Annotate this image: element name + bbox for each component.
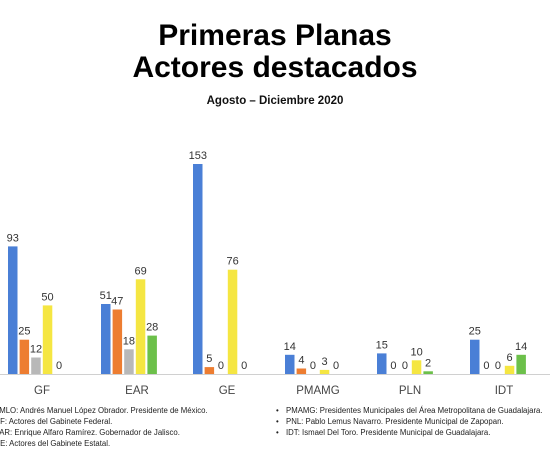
bar-ear-4 xyxy=(147,335,157,374)
bar-ge-0 xyxy=(193,164,203,374)
data-label-gf-2: 12 xyxy=(30,344,42,356)
data-label-pln-0: 15 xyxy=(376,339,388,351)
bar-gf-1 xyxy=(19,339,30,374)
data-label-ear-2: 18 xyxy=(123,335,135,347)
data-label-ear-4: 28 xyxy=(146,322,158,334)
data-label-ear-1: 47 xyxy=(111,296,123,308)
chart-subtitle: Agosto – Diciembre 2020 xyxy=(206,95,344,107)
bar-ear-2 xyxy=(124,349,134,374)
category-label-ear: EAR xyxy=(125,385,149,397)
legend-item-amlo: AMLO: Andrés Manuel López Obrador. Presi… xyxy=(0,406,208,415)
data-label-gf-4: 0 xyxy=(56,360,62,372)
bar-idt-0 xyxy=(470,339,480,374)
bar-gf-2 xyxy=(31,357,41,374)
bar-idt-3 xyxy=(504,365,515,374)
legend-item-idt-text: IDT: Ismael Del Toro. Presidente Municip… xyxy=(286,428,491,437)
bullet-icon: • xyxy=(276,428,279,437)
data-label-ge-1: 5 xyxy=(206,353,212,365)
legend-left: AMLO: Andrés Manuel López Obrador. Presi… xyxy=(0,405,266,449)
chart-title-line-1: Primeras Planas xyxy=(158,19,392,52)
bar-ear-0 xyxy=(101,304,111,374)
bar-ge-1 xyxy=(204,367,215,374)
data-label-gf-0: 93 xyxy=(7,232,19,244)
data-label-pmamg-0: 14 xyxy=(284,341,296,353)
data-label-ear-3: 69 xyxy=(134,265,146,277)
data-label-pln-1: 0 xyxy=(390,360,396,372)
data-label-ge-3: 76 xyxy=(226,256,238,268)
bar-pmamg-0 xyxy=(285,354,295,374)
legend-right: • PMAMG: Presidentes Municipales del Área… xyxy=(276,405,548,438)
data-label-ear-0: 51 xyxy=(100,290,112,302)
data-label-pmamg-3: 3 xyxy=(322,356,328,368)
data-label-idt-4: 14 xyxy=(515,341,527,353)
legend-item-pmamg-text: PMAMG: Presidentes Municipales del Área … xyxy=(286,406,543,415)
bar-gf-0 xyxy=(8,246,18,374)
data-label-pmamg-4: 0 xyxy=(333,360,339,372)
data-label-idt-0: 25 xyxy=(469,326,481,338)
data-label-ge-2: 0 xyxy=(218,360,224,372)
bar-ear-3 xyxy=(135,279,146,374)
data-label-pmamg-1: 4 xyxy=(298,355,304,367)
data-label-pln-4: 2 xyxy=(425,357,431,369)
bar-ear-1 xyxy=(112,309,123,374)
category-label-gf: GF xyxy=(34,385,50,397)
category-label-ge: GE xyxy=(219,385,236,397)
bar-pmamg-1 xyxy=(296,368,307,374)
legend-item-pmamg: • PMAMG: Presidentes Municipales del Área… xyxy=(276,405,548,416)
legend-item-ge: GE: Actores del Gabinete Estatal. xyxy=(0,439,111,448)
data-label-pln-2: 0 xyxy=(402,360,408,372)
legend-item-idt: • IDT: Ismael Del Toro. Presidente Munici… xyxy=(276,427,548,438)
chart-title-line-2: Actores destacados xyxy=(132,51,418,84)
category-label-pmamg: PMAMG xyxy=(296,385,340,397)
legend-item-gf: GF: Actores del Gabinete Federal. xyxy=(0,417,113,426)
bar-pln-3 xyxy=(411,360,422,374)
bar-ge-3 xyxy=(227,269,238,374)
category-label-pln: PLN xyxy=(399,385,421,397)
legend-item-pnl-text: PNL: Pablo Lemus Navarro. Presidente Mun… xyxy=(286,417,504,426)
data-label-idt-2: 0 xyxy=(495,360,501,372)
bar-gf-3 xyxy=(42,305,53,374)
data-label-gf-1: 25 xyxy=(18,326,30,338)
bar-pln-0 xyxy=(377,353,387,374)
legend-item-ear: EAR: Enrique Alfaro Ramírez. Gobernador … xyxy=(0,428,180,437)
data-label-gf-3: 50 xyxy=(41,291,53,303)
legend-item-pnl: • PNL: Pablo Lemus Navarro. Presidente Mu… xyxy=(276,416,548,427)
data-label-idt-1: 0 xyxy=(483,360,489,372)
category-label-idt: IDT xyxy=(495,385,514,397)
bullet-icon: • xyxy=(276,417,279,426)
data-label-pln-3: 10 xyxy=(410,346,422,358)
data-label-pmamg-2: 0 xyxy=(310,360,316,372)
bar-pln-4 xyxy=(423,371,433,374)
data-label-ge-0: 153 xyxy=(189,150,207,162)
data-label-idt-3: 6 xyxy=(507,352,513,364)
bar-idt-4 xyxy=(516,354,526,374)
bullet-icon: • xyxy=(276,406,279,415)
data-label-ge-4: 0 xyxy=(241,360,247,372)
bar-pmamg-3 xyxy=(319,369,330,374)
